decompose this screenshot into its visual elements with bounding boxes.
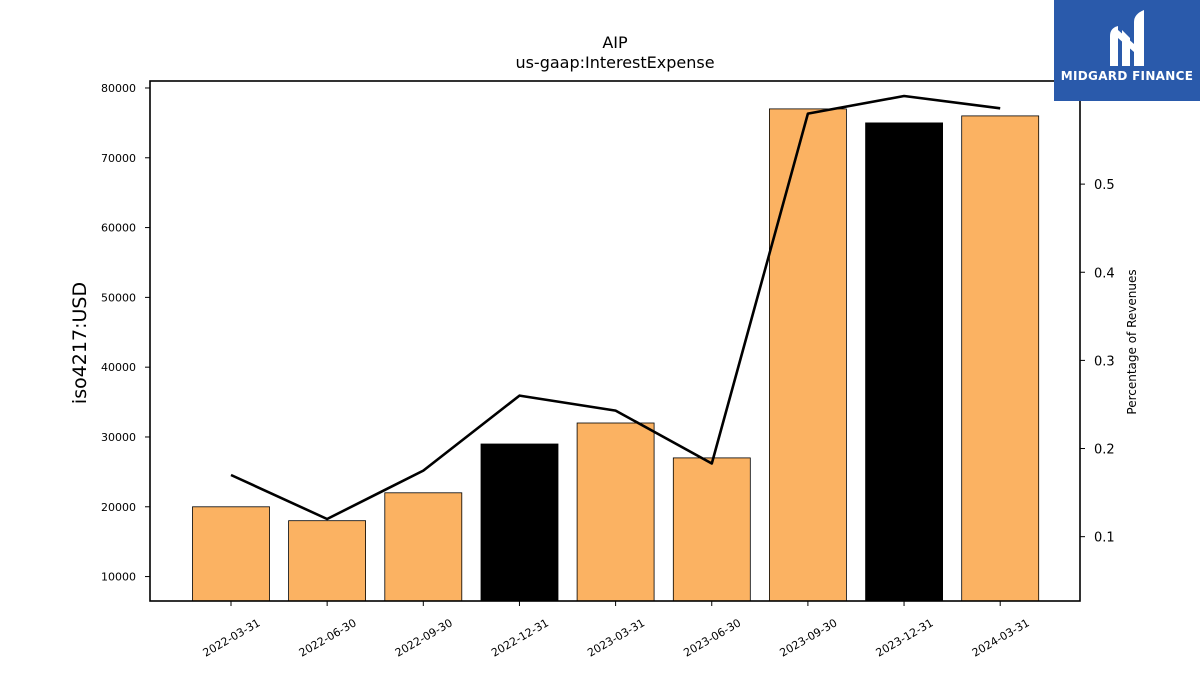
bar-2023-06-30 (672, 457, 751, 602)
y-tick-label: 80000 (101, 82, 136, 95)
ratio-line (230, 94, 1001, 521)
bar-2022-12-31 (480, 443, 559, 602)
brand-logo: MIDGARD FINANCE (1054, 0, 1200, 101)
y-tick-label: 70000 (101, 152, 136, 165)
plot-frame (149, 80, 1081, 602)
x-tick-label: 2023-06-30 (681, 616, 743, 659)
x-tick-label: 2024-03-31 (970, 616, 1032, 659)
y-axis-label: iso4217:USD (69, 282, 91, 404)
y2-tick-label: 0.5 (1094, 178, 1115, 193)
x-tick-label: 2022-12-31 (489, 616, 551, 659)
x-tick-label: 2022-03-31 (201, 616, 263, 659)
bar-2023-03-31 (576, 422, 655, 602)
y2-tick-label: 0.4 (1094, 266, 1115, 281)
y-tick-label: 20000 (101, 501, 136, 514)
y-tick-label: 50000 (101, 291, 136, 304)
chart-title: AIP (602, 33, 628, 52)
y2-tick-label: 0.2 (1094, 443, 1115, 458)
x-tick-label: 2023-03-31 (585, 616, 647, 659)
bar-2022-03-31 (192, 506, 270, 602)
line-layer (230, 94, 1001, 521)
y-tick-label: 40000 (101, 361, 136, 374)
y2-axis-label: Percentage of Revenues (1125, 269, 1139, 414)
bar-2024-03-31 (961, 115, 1040, 602)
bar-2023-12-31 (865, 122, 943, 602)
y-tick-label: 60000 (101, 222, 136, 235)
bars-layer (192, 108, 1040, 602)
y-tick-label: 30000 (101, 431, 136, 444)
brand-name: MIDGARD FINANCE (1060, 69, 1194, 83)
chart-subtitle: us-gaap:InterestExpense (515, 53, 714, 72)
bar-2023-09-30 (769, 108, 847, 602)
y2-tick-label: 0.1 (1094, 531, 1115, 546)
x-tick-label: 2022-09-30 (393, 616, 455, 659)
x-tick-label: 2023-12-31 (874, 616, 936, 659)
midgard-logo-icon (1110, 10, 1144, 66)
x-tick-label: 2022-06-30 (297, 616, 359, 659)
y-tick-label: 10000 (101, 571, 136, 584)
y2-tick-label: 0.3 (1094, 354, 1115, 369)
bar-2022-09-30 (384, 492, 463, 602)
bar-2022-06-30 (288, 520, 367, 602)
x-tick-label: 2023-09-30 (778, 616, 840, 659)
